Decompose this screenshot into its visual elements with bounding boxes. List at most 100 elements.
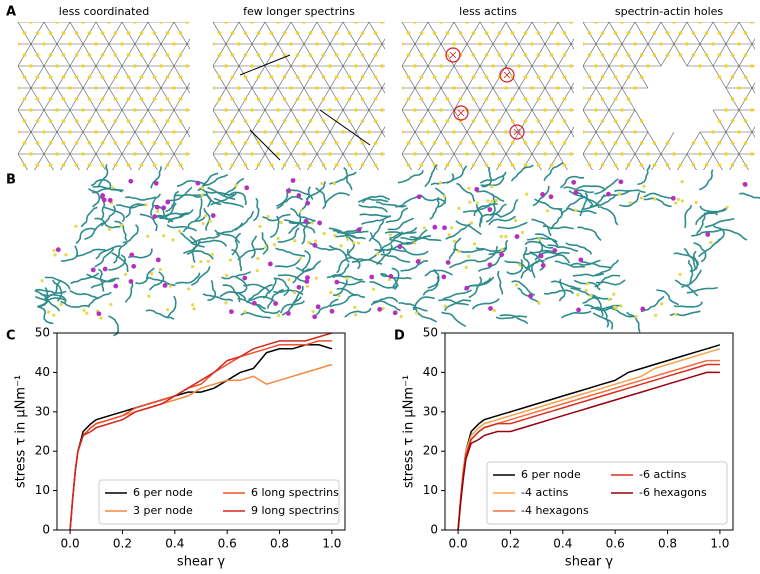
spectrin <box>471 298 500 310</box>
actin-node <box>341 130 345 134</box>
actin-node <box>146 0 150 2</box>
actin-node <box>68 86 72 90</box>
actin-node <box>432 119 437 123</box>
actin-node <box>737 86 741 90</box>
actin-node <box>652 163 657 167</box>
band3 <box>296 193 302 198</box>
spectrin <box>477 246 498 263</box>
actin <box>333 233 337 238</box>
actin-node <box>198 20 202 24</box>
actin-node <box>18 42 20 46</box>
actin-node <box>724 108 728 112</box>
actin-node <box>445 141 450 145</box>
lattice-edge <box>200 66 213 88</box>
actin-node <box>230 163 235 167</box>
actin-node <box>74 141 79 145</box>
lattice-edge <box>381 43 385 50</box>
spectrin <box>522 246 530 270</box>
actin <box>694 200 698 205</box>
lattice-edge <box>571 0 584 22</box>
spectrin <box>397 169 424 184</box>
spectrin <box>689 250 699 272</box>
actin-node <box>172 0 176 2</box>
actin-node <box>595 196 599 200</box>
spectrin <box>40 293 67 303</box>
actin-node <box>120 86 124 90</box>
spectrin <box>489 193 496 217</box>
actin-node <box>100 119 105 123</box>
actin-node <box>282 75 287 79</box>
lattice-edge <box>395 88 408 110</box>
band3 <box>514 234 520 239</box>
actin-node <box>237 130 241 134</box>
actin-node <box>321 141 326 145</box>
actin-node <box>400 119 404 123</box>
actin-node <box>230 75 235 79</box>
spectrin <box>401 246 429 256</box>
actin-node <box>510 31 515 35</box>
actin-node <box>381 75 385 79</box>
actin-node <box>334 141 339 145</box>
actin-node <box>452 86 456 90</box>
actin-node <box>250 108 254 112</box>
actin-node <box>205 141 209 145</box>
spectrin <box>153 212 185 219</box>
band3 <box>285 310 291 316</box>
lattice-edge <box>186 87 190 94</box>
spectrin <box>88 187 100 208</box>
actin-node <box>42 42 46 46</box>
lattice-edge <box>557 0 570 22</box>
actin-node <box>367 130 371 134</box>
spectrin <box>166 295 177 319</box>
actin <box>305 284 309 288</box>
x-tick-label: 0.2 <box>501 537 520 551</box>
band3 <box>242 275 248 281</box>
actin-node <box>633 174 637 178</box>
actin-node <box>607 0 611 2</box>
spectrin <box>240 311 271 319</box>
actin-node <box>744 9 748 13</box>
band3 <box>152 214 158 220</box>
actin-node <box>743 31 748 35</box>
lattice-edge <box>376 132 389 154</box>
actin <box>119 223 123 227</box>
actin-node <box>55 196 59 200</box>
actin-node <box>458 97 463 101</box>
actin-node <box>426 119 430 123</box>
spectrin <box>481 166 492 188</box>
actin-node <box>562 97 567 101</box>
spectrin <box>542 225 574 230</box>
actin-node <box>737 130 741 134</box>
actin-node <box>133 152 137 156</box>
actin-node <box>406 75 411 79</box>
actin-node <box>10 97 14 101</box>
spectrin <box>301 221 310 245</box>
actin-node <box>626 163 631 167</box>
actin <box>162 234 166 238</box>
lattice-edge <box>751 82 755 89</box>
actin-node <box>549 97 554 101</box>
actin-node <box>308 97 313 101</box>
actin-node <box>185 196 189 200</box>
band3 <box>128 279 134 284</box>
lattice-edge <box>571 154 584 176</box>
actin-node <box>100 75 105 79</box>
actin-node <box>315 86 319 90</box>
actin <box>513 218 518 223</box>
actin <box>255 269 259 273</box>
legend-label: -4 hexagons <box>521 504 589 517</box>
actin-node <box>639 31 644 35</box>
actin-node <box>230 31 235 35</box>
actin-node <box>55 108 59 112</box>
actin-node <box>205 119 209 123</box>
actin-node <box>192 31 196 35</box>
actin-node <box>3 64 7 68</box>
actin-node <box>530 86 534 90</box>
actin-node <box>373 31 378 35</box>
actin-node <box>381 9 385 13</box>
actin-node <box>243 75 248 79</box>
spectrin <box>544 254 571 264</box>
actin-node <box>230 119 235 123</box>
actin <box>99 316 103 320</box>
actin-node <box>269 31 274 35</box>
